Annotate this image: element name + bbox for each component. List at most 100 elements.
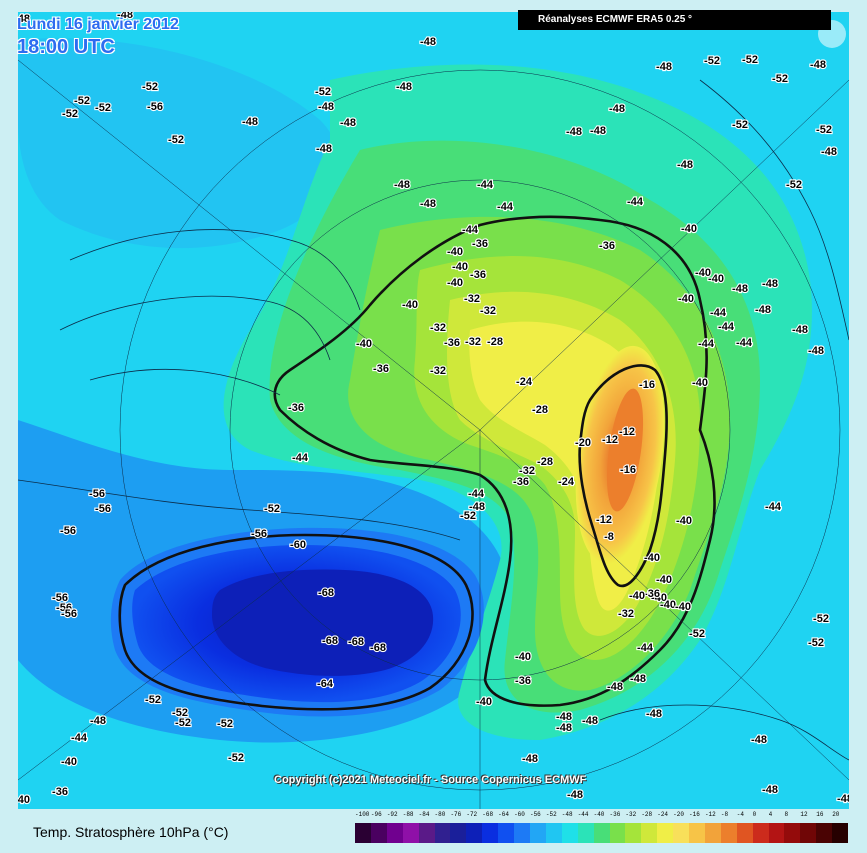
map-caption: Temp. Stratosphère 10hPa (°C) [33,824,229,840]
scale-tick-label: -36 [609,811,621,818]
cold-zone-core [212,569,434,676]
temperature-label: -48 [582,715,598,727]
temperature-label: -48 [556,722,572,734]
thin-contour-1 [59,295,331,361]
temperature-label: -24 [558,476,575,488]
temperature-label: -48 [656,61,672,73]
temperature-label: -52 [315,86,331,98]
meridian-2 [479,79,849,431]
scale-tick-label: -32 [625,811,637,818]
temperature-label: -52 [175,717,191,729]
scale-tick-label: -92 [386,811,398,818]
scale-tick-label: 12 [800,811,808,818]
temperature-label: -32 [465,336,481,348]
temperature-label: -52 [228,752,244,764]
temperature-label: -44 [497,201,514,213]
temperature-label: -44 [710,307,727,319]
temperature-label: -52 [62,108,78,120]
temperature-label: -48 [677,159,693,171]
thin-contour-2 [69,229,361,311]
scale-tick-label: -80 [434,811,446,818]
scale-swatch [704,823,721,843]
temperature-label: -48 [630,673,646,685]
temperature-label: -44 [637,642,654,654]
scale-swatch [386,823,403,843]
scale-tick-label: -16 [689,811,700,818]
temperature-label: -52 [704,55,720,67]
temperature-label: -56 [89,488,105,500]
temperature-label: -56 [56,602,72,614]
scale-swatch [641,823,658,843]
temperature-label: -56 [95,503,111,515]
temperature-label: -48 [318,101,334,113]
scale-swatch [752,823,769,843]
temperature-label: -52 [264,503,280,515]
temperature-label: -40 [447,277,463,289]
scale-swatch [689,823,705,843]
temperature-label: -16 [639,379,655,391]
scale-tick-label: -40 [593,811,605,818]
temperature-label: -56 [52,592,68,604]
temperature-label: -52 [142,81,158,93]
temperature-label: -32 [480,305,496,317]
temperature-label: -40 [695,267,711,279]
temperature-label: -48 [396,81,412,93]
temperature-label: -16 [620,464,636,476]
temperature-label: -48 [751,734,767,746]
scale-tick-label: -28 [641,811,653,818]
temperature-label: -52 [813,613,829,625]
scale-swatch [545,823,562,843]
temperature-label: -48 [755,304,771,316]
map-frame: -48-48-48-52-52-52-52-56-52-48-48-48-48-… [18,12,849,809]
temperature-label: -40 [452,261,468,273]
scale-swatch [768,823,785,843]
scale-swatch [577,823,594,843]
temperature-label: -68 [370,642,386,654]
temperature-label: -68 [322,635,338,647]
temperature-label: -48 [18,13,30,25]
scale-tick-label: -96 [370,811,382,818]
temperature-label: -52 [460,510,476,522]
temperature-label: -40 [356,338,372,350]
copyright-text: Copyright (c)2021 Meteociel.fr - Source … [274,774,587,786]
temperature-label: -48 [567,789,583,801]
scale-tick-label: -44 [577,811,589,818]
cyan-zone-west [18,38,339,249]
scale-tick-label: -12 [704,811,716,818]
thick-contour-cold [118,533,474,711]
temperature-label: -52 [808,637,824,649]
scale-tick-label: 8 [784,811,789,818]
temperature-label: -48 [556,711,572,723]
scale-swatch [816,823,833,843]
scale-tick-label: -20 [673,811,684,818]
temperature-label: -40 [61,756,77,768]
temperature-label: -48 [732,283,748,295]
scale-tick-label: -24 [657,811,669,818]
temperature-label: -36 [515,675,531,687]
temperature-label: -48 [810,59,826,71]
temperature-label: -44 [71,732,88,744]
temperature-label: -44 [292,452,309,464]
meridian-4 [18,429,481,781]
date-title: Lundi 16 janvier 2012 [17,16,179,33]
temperature-label: -44 [477,179,494,191]
temperature-label: -48 [420,36,436,48]
temperature-label: -52 [95,102,111,114]
scale-swatch [832,823,849,843]
temperature-label: -44 [718,321,735,333]
scale-tick-label: -56 [529,811,541,818]
temperature-label: -44 [468,488,485,500]
scale-swatch [434,823,451,843]
thin-contour-5 [599,704,849,761]
temperature-label: -28 [487,336,503,348]
scale-tick-label: -60 [514,811,525,818]
scale-tick-label: -100 [355,811,370,818]
temperature-label: -48 [762,278,778,290]
temperature-label: -40 [708,273,724,285]
color-scale: -100 -96 -92 -88 -84 -80 -76 -72 -68 -64 -60 -56 -52… [355,811,849,847]
temperature-label: -44 [736,337,753,349]
scale-swatch [561,823,578,843]
temperature-label: -12 [596,514,612,526]
temperature-label: -52 [772,73,788,85]
temperature-label: -56 [60,525,76,537]
